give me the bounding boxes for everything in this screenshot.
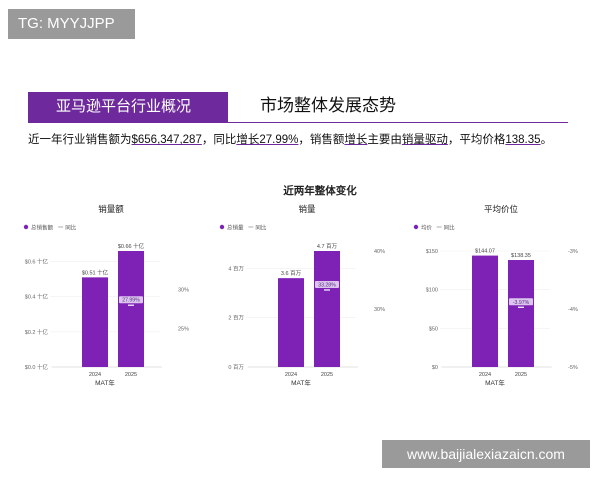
y-tick-label: $0 <box>432 365 438 371</box>
bar <box>118 251 144 367</box>
y2-tick-label: -4% <box>568 307 578 313</box>
chart-title: 销量额 <box>98 204 124 214</box>
x-tick-label: 2024 <box>89 372 101 378</box>
yoy-badge <box>315 280 339 288</box>
legend-marker <box>219 224 225 230</box>
y-tick-label: 0 百万 <box>228 364 244 371</box>
bar-value-label: $0.66 十亿 <box>118 242 145 250</box>
watermark-site: www.baijialexiazaicn.com <box>382 440 590 468</box>
legend-label: 总销量 <box>227 224 244 232</box>
bar-value-label: 3.6 百万 <box>281 270 302 277</box>
yoy-badge <box>119 296 143 304</box>
y2-tick-label: 40% <box>374 249 385 255</box>
bar <box>314 251 340 367</box>
bar-value-label: $144.07 <box>475 249 495 255</box>
summary-sales-value: $656,347,287 <box>131 134 202 146</box>
summary-part: 主要由 <box>367 134 402 146</box>
bar <box>82 277 108 367</box>
legend-label: 总销售额 <box>31 224 54 232</box>
legend-label: 同比 <box>444 224 456 232</box>
y-tick-label: 4 百万 <box>228 265 244 272</box>
yoy-label: 27.99% <box>122 298 140 304</box>
y-tick-label: $100 <box>426 288 438 294</box>
bar-value-label: $138.35 <box>511 253 531 259</box>
y-tick-label: 2 百万 <box>228 315 244 322</box>
x-axis-label: MAT年 <box>485 378 505 387</box>
legend-label: 均价 <box>421 224 433 232</box>
summary-driver: 销量驱动 <box>401 134 448 146</box>
y2-tick-label: -3% <box>568 249 578 255</box>
summary-part: 近一年行业销售额为 <box>28 134 132 146</box>
x-tick-label: 2025 <box>321 372 333 378</box>
summary-part: ，销售额 <box>298 134 345 146</box>
chart-title: 平均价位 <box>484 204 519 214</box>
bar-value-label: $0.51 十亿 <box>82 268 109 276</box>
watermark-tg: TG: MYYJJPP <box>8 9 135 39</box>
y2-tick-label: -5% <box>568 365 578 371</box>
bar <box>278 278 304 367</box>
bar <box>472 255 498 367</box>
summary-part: ，同比 <box>201 134 237 146</box>
x-tick-label: 2024 <box>285 372 297 378</box>
bar-value-label: 4.7 百万 <box>317 243 338 250</box>
banner-left-title: 亚马逊平台行业概况 <box>28 92 228 122</box>
x-tick-label: 2025 <box>515 372 527 378</box>
y-tick-label: $50 <box>429 326 438 332</box>
y2-tick-label: 25% <box>178 326 189 332</box>
summary-part: ，平均价格 <box>447 134 506 146</box>
legend-label: 同比 <box>255 224 267 232</box>
x-tick-label: 2025 <box>125 372 137 378</box>
legend-marker <box>23 224 29 230</box>
summary-growth-value: 增长27.99% <box>236 134 299 146</box>
section-banner: 亚马逊平台行业概况 市场整体发展态势 <box>28 92 568 123</box>
y-tick-label: $150 <box>426 249 438 255</box>
legend-marker <box>413 224 419 230</box>
y-tick-label: $0.0 十亿 <box>25 363 49 371</box>
chart-title: 销量 <box>298 204 316 214</box>
yoy-label: -3.97% <box>513 300 530 306</box>
y-tick-label: $0.2 十亿 <box>25 328 49 336</box>
y-tick-label: $0.4 十亿 <box>25 293 49 301</box>
summary-avg-price: 138.35 <box>505 134 541 146</box>
x-axis-label: MAT年 <box>291 378 311 387</box>
legend-label: 同比 <box>65 224 77 232</box>
y2-tick-label: 30% <box>178 288 189 294</box>
banner-right-title: 市场整体发展态势 <box>260 96 396 115</box>
charts-title: 近两年整体变化 <box>283 185 357 197</box>
summary-text: 近一年行业销售额为$656,347,287，同比增长27.99%，销售额增长主要… <box>28 131 588 147</box>
x-axis-label: MAT年 <box>95 378 115 387</box>
summary-part: 。 <box>540 134 553 146</box>
y2-tick-label: 30% <box>374 307 385 313</box>
y-tick-label: $0.6 十亿 <box>25 258 49 266</box>
summary-growth-word: 增长 <box>344 134 368 146</box>
x-tick-label: 2024 <box>479 372 491 378</box>
bar <box>508 260 534 367</box>
yoy-label: 33.28% <box>318 282 336 288</box>
yoy-badge <box>509 298 533 306</box>
